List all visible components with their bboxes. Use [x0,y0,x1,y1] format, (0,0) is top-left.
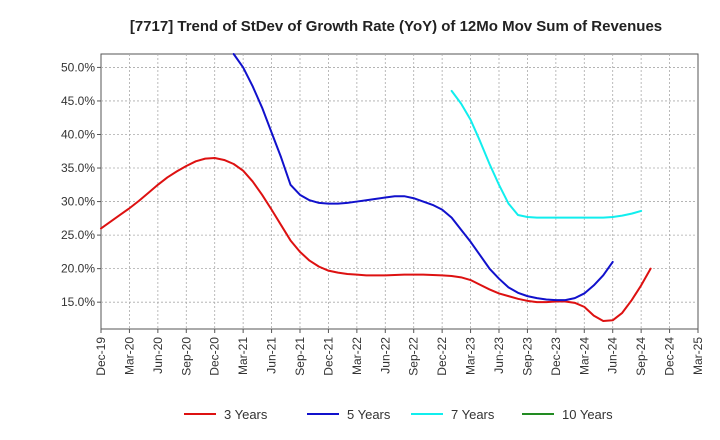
x-tick-label: Dec-23 [549,337,563,376]
x-tick-label: Sep-23 [520,337,534,376]
x-tick-label: Mar-25 [691,337,705,375]
y-tick-label: 20.0% [61,262,95,276]
legend-label: 10 Years [562,407,613,422]
x-tick-label: Mar-23 [464,337,478,375]
grid-lines [101,54,698,329]
x-tick-label: Dec-20 [208,337,222,376]
y-tick-label: 45.0% [61,94,95,108]
x-tick-label: Sep-21 [293,337,307,376]
x-tick-label: Jun-20 [151,337,165,374]
legend-label: 5 Years [347,407,391,422]
x-tick-label: Jun-22 [378,337,392,374]
x-tick-label: Sep-20 [179,337,193,376]
x-tick-label: Jun-23 [492,337,506,374]
series-line-7-years [450,89,643,219]
x-tick-label: Jun-21 [265,337,279,374]
x-tick-label: Sep-24 [634,337,648,376]
series-lines [100,53,652,322]
chart-title: [7717] Trend of StDev of Growth Rate (Yo… [130,18,662,35]
x-tick-label: Mar-21 [236,337,250,375]
series-line-5-years [232,53,614,302]
x-axis-ticks: Dec-19 Mar-20 Jun-20 Sep-20 Dec-20 Mar-21 Jun-… [94,329,705,376]
series-line-3-years [100,156,652,322]
legend-label: 3 Years [224,407,268,422]
y-tick-label: 30.0% [61,195,95,209]
x-tick-label: Dec-19 [94,337,108,376]
x-tick-label: Mar-20 [122,337,136,375]
y-tick-label: 40.0% [61,127,95,141]
x-tick-label: Sep-22 [407,337,421,376]
x-tick-label: Dec-24 [663,337,677,376]
y-tick-label: 25.0% [61,228,95,242]
y-tick-label: 35.0% [61,161,95,175]
plot-area [100,53,699,330]
legend-label: 7 Years [451,407,495,422]
x-tick-label: Dec-22 [435,337,449,376]
x-tick-label: Jun-24 [606,337,620,374]
y-tick-label: 15.0% [61,295,95,309]
x-tick-label: Mar-24 [577,337,591,375]
x-tick-label: Dec-21 [321,337,335,376]
x-tick-label: Mar-22 [350,337,364,375]
legend: 3 Years 5 Years 7 Years 10 Years [184,407,613,422]
y-axis-ticks: 15.0% 20.0% 25.0% 30.0% 35.0% 40.0% 45.0% 50.0% [61,60,101,309]
y-tick-label: 50.0% [61,60,95,74]
